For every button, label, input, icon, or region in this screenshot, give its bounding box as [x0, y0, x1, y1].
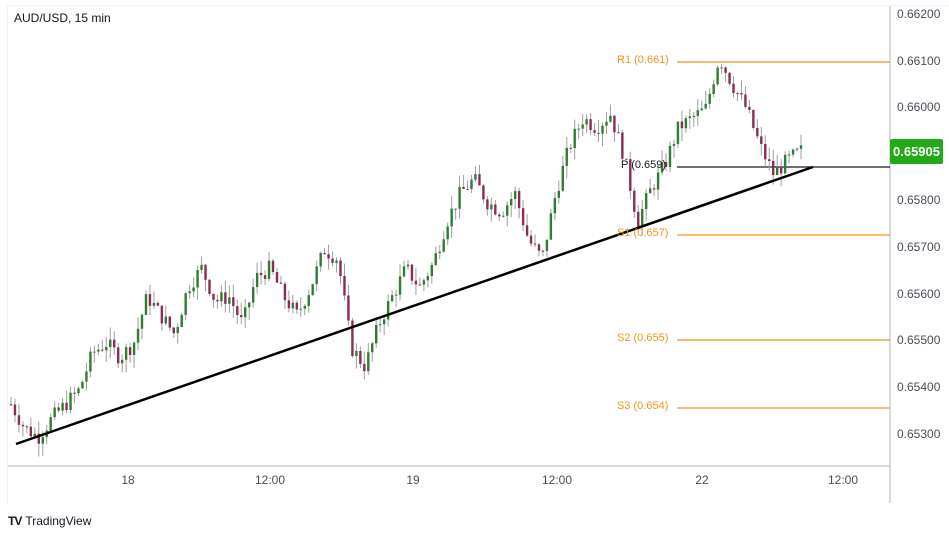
ascending-trendline[interactable]: [15, 165, 814, 446]
price-tick-label: 0.66100: [897, 54, 941, 68]
level-label-p: P (0.659): [621, 159, 667, 171]
candlesticks: [9, 63, 803, 457]
symbol-title: AUD/USD, 15 min: [14, 11, 111, 25]
time-tick-label: 18: [121, 473, 135, 487]
current-price-tag: 0.65905: [890, 139, 943, 164]
tradingview-brand[interactable]: TV TradingView: [8, 514, 91, 528]
chart-frame[interactable]: AUD/USD, 15 min: [7, 5, 949, 503]
time-tick-label: 19: [406, 473, 420, 487]
time-tick-label: 12:00: [254, 473, 286, 487]
time-tick-label: 12:00: [541, 473, 573, 487]
price-chart-canvas[interactable]: [8, 6, 949, 503]
time-tick-label: 12:00: [827, 473, 859, 487]
tradingview-logo-icon: TV: [8, 514, 22, 528]
price-tick-label: 0.65500: [897, 333, 941, 347]
price-tick-label: 0.65800: [897, 193, 941, 207]
price-tick-label: 0.65600: [897, 287, 941, 301]
price-tick-label: 0.65300: [897, 427, 941, 441]
price-tick-label: 0.65400: [897, 380, 941, 394]
brand-name: TradingView: [25, 514, 92, 528]
price-tick-label: 0.66200: [897, 7, 941, 21]
level-label-s2: S2 (0.655): [617, 332, 669, 344]
pivot-levels: [677, 61, 890, 409]
price-tick-label: 0.65700: [897, 240, 941, 254]
level-label-s3: S3 (0.654): [617, 400, 669, 412]
price-tick-label: 0.66000: [897, 100, 941, 114]
time-tick-label: 22: [695, 473, 709, 487]
level-label-s1: S1 (0.657): [617, 227, 669, 239]
level-label-r1: R1 (0.661): [617, 54, 669, 66]
